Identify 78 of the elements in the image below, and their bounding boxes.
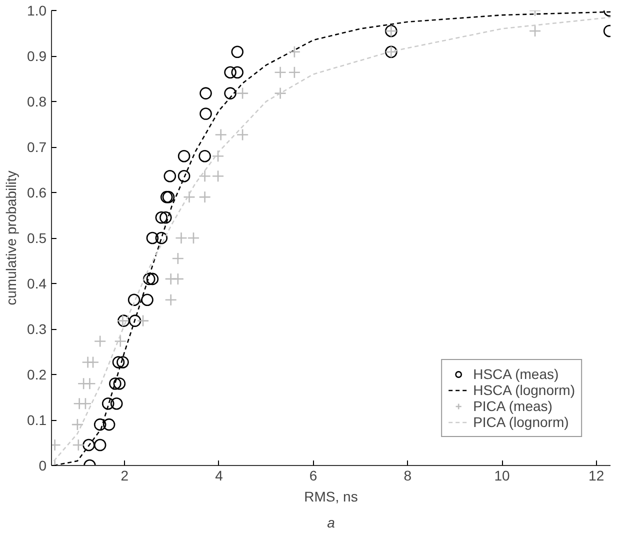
- point: [79, 397, 92, 410]
- y-tick-label: 0: [38, 458, 47, 474]
- point: [274, 66, 286, 79]
- x-axis-title: RMS, ns: [304, 488, 358, 504]
- y-tick-label: 0.7: [27, 139, 47, 155]
- point: [102, 397, 114, 410]
- x-tick-label: 8: [404, 468, 412, 484]
- point: [160, 211, 172, 224]
- y-tick-label: 0.6: [27, 184, 47, 200]
- point: [141, 294, 154, 306]
- point: [114, 335, 127, 348]
- point: [164, 294, 177, 306]
- point: [84, 377, 96, 390]
- point: [214, 128, 227, 141]
- point: [128, 314, 142, 327]
- point: [146, 232, 159, 244]
- y-tick-label: 0.4: [27, 276, 47, 292]
- point: [110, 397, 123, 410]
- y-tick-label: 0.9: [27, 48, 47, 64]
- point: [224, 66, 236, 79]
- point: [198, 190, 211, 204]
- point: [143, 272, 156, 286]
- point: [288, 66, 301, 79]
- point: [183, 190, 196, 204]
- point: [274, 87, 286, 100]
- point: [94, 335, 106, 348]
- point: [102, 418, 116, 431]
- point: [528, 24, 542, 38]
- y-tick-label: 0.5: [27, 230, 47, 246]
- point: [109, 377, 122, 390]
- point: [200, 108, 212, 120]
- point: [236, 128, 249, 141]
- point: [136, 314, 150, 327]
- point: [116, 356, 129, 368]
- point: [212, 150, 224, 162]
- y-tick-label: 0.3: [27, 321, 47, 337]
- point: [288, 46, 301, 58]
- point: [164, 170, 176, 182]
- legend-label: HSCA (meas): [473, 366, 559, 382]
- point: [155, 232, 168, 244]
- point: [72, 438, 85, 452]
- point: [94, 418, 106, 431]
- point: [155, 211, 168, 224]
- point: [172, 272, 184, 286]
- x-tick-label: 10: [494, 468, 510, 484]
- point: [94, 438, 106, 452]
- x-tick-label: 4: [215, 468, 224, 484]
- point: [200, 87, 212, 100]
- legend-label: PICA (lognorm): [473, 414, 569, 430]
- point: [146, 272, 159, 286]
- point: [113, 377, 126, 390]
- point: [224, 87, 236, 100]
- y-tick-label: 1.0: [27, 2, 47, 18]
- point: [178, 150, 190, 162]
- point: [172, 252, 184, 265]
- point: [236, 87, 249, 100]
- point: [71, 418, 84, 431]
- point: [178, 170, 190, 182]
- legend-label: HSCA (lognorm): [473, 382, 575, 398]
- y-tick-label: 0.2: [27, 366, 47, 382]
- y-tick-label: 0.1: [27, 412, 47, 428]
- point: [231, 46, 244, 58]
- point: [82, 438, 95, 452]
- x-tick-label: 12: [588, 468, 604, 484]
- y-tick-label: 0.8: [27, 94, 47, 110]
- text: a: [327, 514, 336, 530]
- x-tick-label: 6: [309, 468, 318, 484]
- point: [198, 150, 211, 162]
- point: [128, 294, 140, 306]
- x-tick-label: 2: [120, 468, 129, 484]
- point: [112, 356, 125, 368]
- point: [231, 66, 244, 79]
- point: [175, 232, 188, 244]
- legend-label: PICA (meas): [473, 398, 552, 414]
- y-axis-title: cumulative probability: [3, 170, 20, 306]
- point: [198, 170, 211, 182]
- point: [187, 232, 200, 244]
- point: [212, 170, 224, 182]
